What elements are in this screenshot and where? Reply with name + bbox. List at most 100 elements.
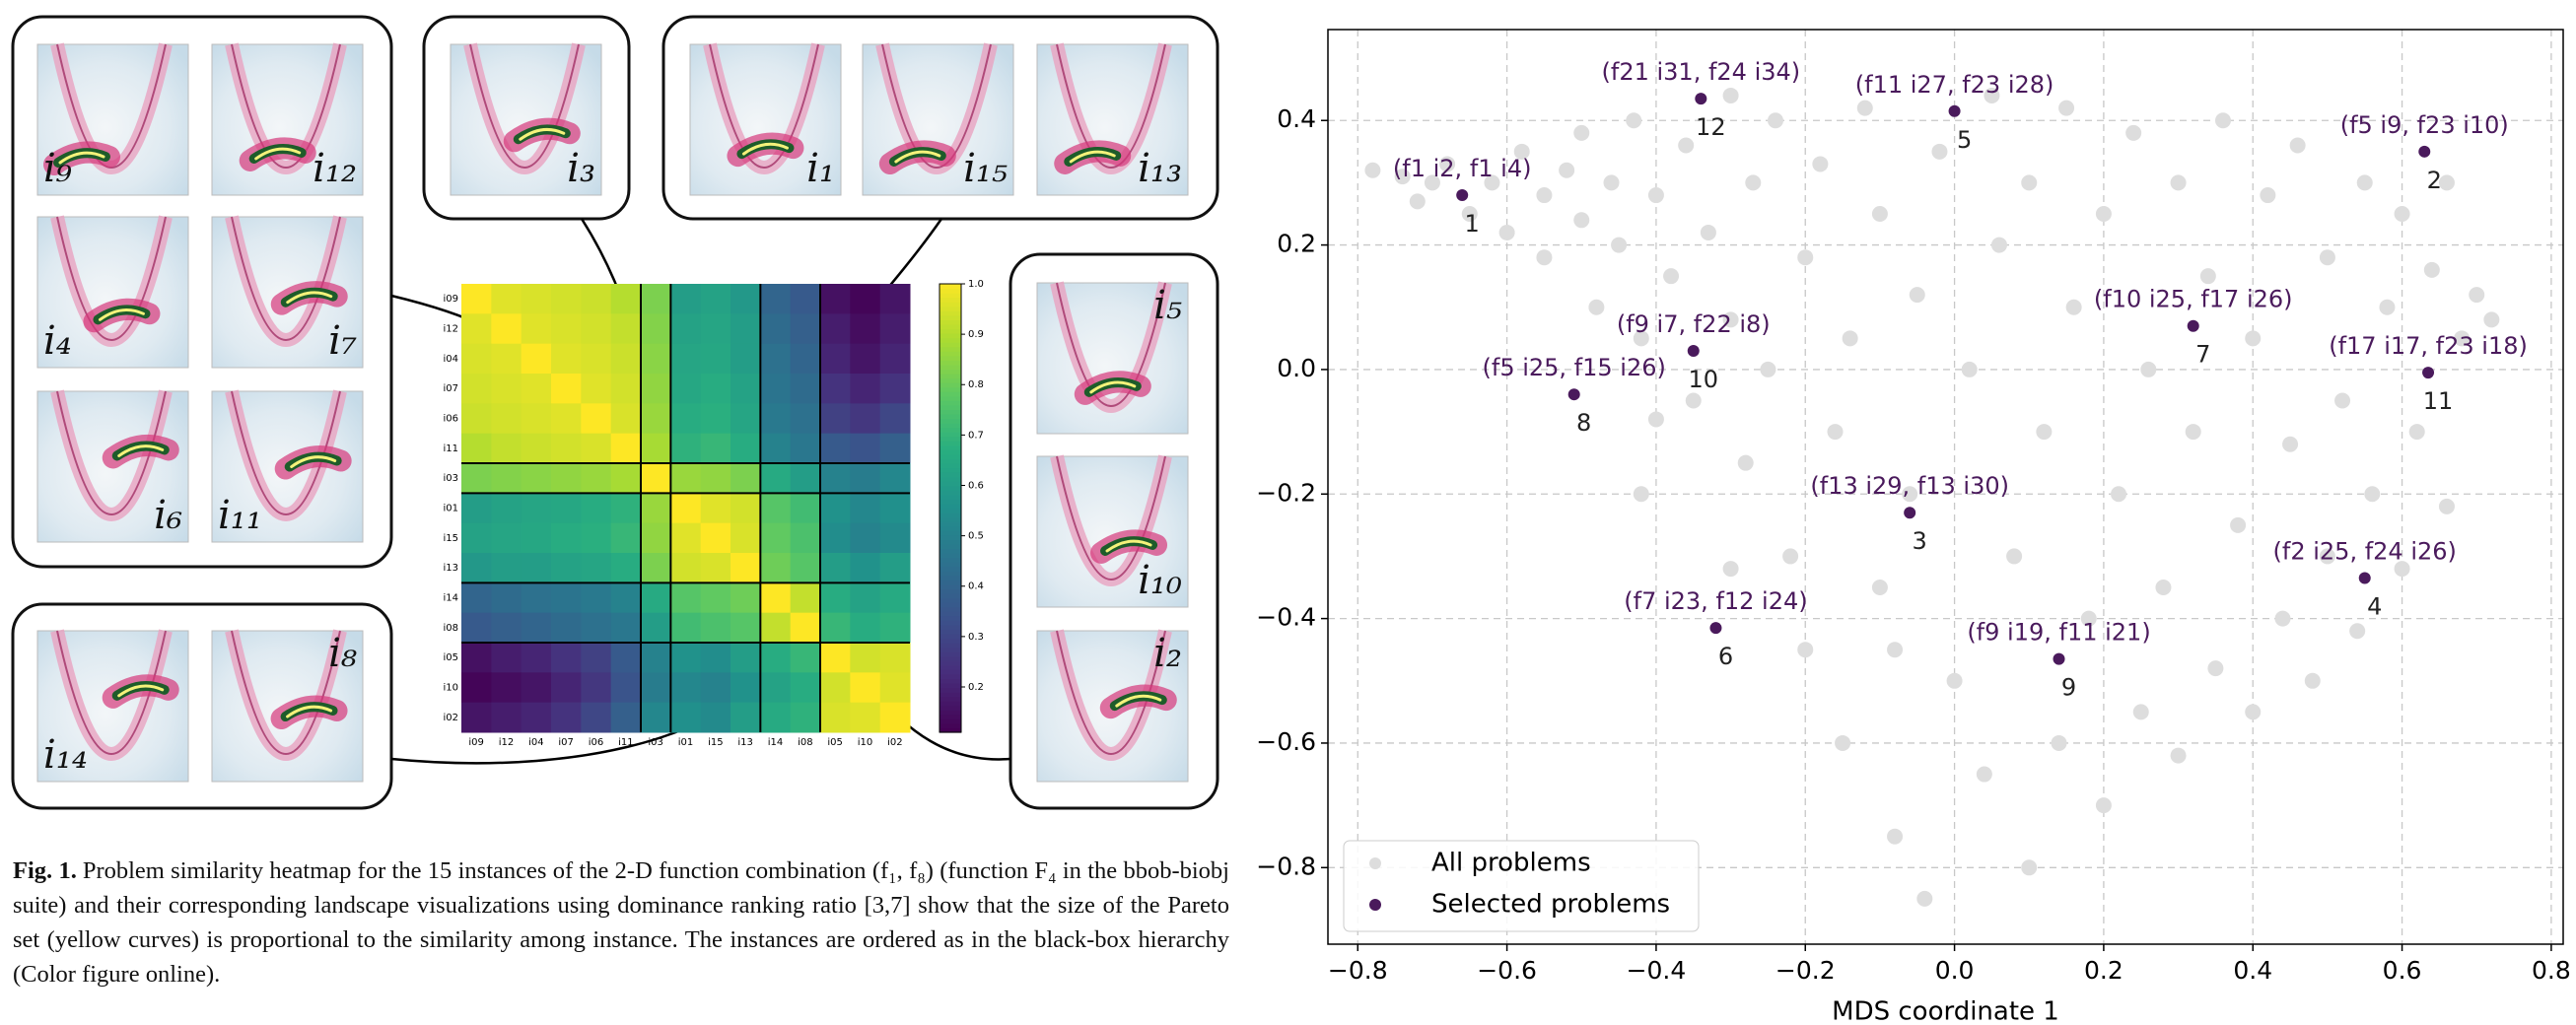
background-point [1722,87,1739,103]
background-point [2408,424,2425,441]
heatmap-cell [641,672,671,704]
colorbar-segment [940,629,961,635]
heatmap-cell [850,463,881,494]
row-label: i14 [443,593,458,604]
background-point [1484,174,1500,191]
colorbar-segment [940,611,961,617]
y-tick-label: −0.8 [1256,852,1316,880]
background-point [2080,610,2097,627]
row-label: i10 [443,683,458,694]
background-point [2140,361,2157,377]
heatmap-cell [820,493,851,524]
background-point [2319,249,2335,266]
row-label: i11 [443,444,458,454]
colorbar-segment [940,306,961,311]
thumbnail: i₉ [36,42,189,196]
row-label: i06 [443,414,458,425]
colorbar-segment [940,467,961,473]
landscape-valley-core [881,43,992,169]
heatmap-cell [641,403,671,435]
background-point [1722,311,1739,328]
heatmap-cell [700,643,731,673]
heatmap-cell [879,582,911,614]
point-id: 1 [1465,210,1480,238]
thumbnail-label: i₃ [567,146,595,191]
heatmap-cell [521,284,552,314]
x-tick-label: 0.4 [2233,956,2272,985]
selected-point [1948,104,1961,117]
thumbnail-label: i₅ [1153,283,1182,328]
heatmap-cell [790,284,821,314]
colorbar-segment [940,453,961,460]
background-point [1976,766,1992,783]
background-point [1946,672,1963,689]
heatmap-cell [850,672,881,704]
heatmap-cell [461,643,492,673]
heatmap-cell [610,553,642,583]
heatmap-cell [820,643,851,673]
colorbar-segment [940,624,961,630]
col-label: i01 [678,737,694,748]
point-id: 4 [2367,593,2382,621]
heatmap-cell [491,612,522,644]
point-id: 5 [1957,126,1972,154]
heatmap-cell [850,612,881,644]
background-point [1439,156,1456,172]
pareto-front [1089,380,1137,394]
heatmap-cell [820,522,851,554]
col-label: i05 [827,737,843,748]
heatmap-cell [790,463,821,494]
selected-point [1709,622,1722,635]
background-point [2438,498,2455,514]
heatmap-cell [581,702,612,733]
background-point [2349,623,2366,640]
row-label: i13 [443,563,458,574]
heatmap-cell [820,343,851,375]
heatmap-cell [610,493,642,524]
row-label: i07 [443,383,458,394]
heatmap-cell [850,643,881,673]
colorbar-segment [940,525,961,531]
background-point [2021,859,2038,876]
colorbar-segment [940,441,961,446]
background-point [2423,261,2440,278]
y-tick-label: 0.2 [1277,230,1316,258]
thumbnail: i₂ [1036,629,1189,783]
colorbar-tick-label: 0.4 [968,581,984,592]
colorbar-segment [940,423,961,429]
colorbar-segment [940,413,961,420]
heatmap-cell [790,403,821,435]
heatmap-cell [879,374,911,404]
heatmap-cell [641,612,671,644]
colorbar-segment [940,705,961,711]
background-point [1827,424,1844,441]
heatmap-cell [760,612,792,644]
point-id: 8 [1576,409,1591,437]
background-point [1536,187,1553,204]
heatmap-cell [461,433,492,464]
heatmap-cell [850,343,881,375]
col-label: i02 [887,737,903,748]
heatmap-cell [551,403,582,435]
point-id: 12 [1696,113,1726,141]
selected-point [1904,507,1916,519]
row-label: i12 [443,324,458,335]
caption-label: Fig. 1. [13,857,77,884]
heatmap-cell [491,553,522,583]
pareto-front [98,308,145,321]
heatmap-cell [610,702,642,733]
heatmap-cell [581,522,612,554]
background-point [2065,299,2082,315]
heatmap-cell [491,493,522,524]
colorbar-segment [940,386,961,392]
background-point [1461,205,1478,222]
heatmap-cell [820,374,851,404]
background-point [1856,100,1873,116]
heatmap-cell [461,612,492,644]
colorbar-segment [940,530,961,536]
heatmap-cell [521,522,552,554]
heatmap-cell [760,702,792,733]
x-tick-label: −0.2 [1775,956,1836,985]
heatmap-cell [820,702,851,733]
background-point [2185,424,2201,441]
